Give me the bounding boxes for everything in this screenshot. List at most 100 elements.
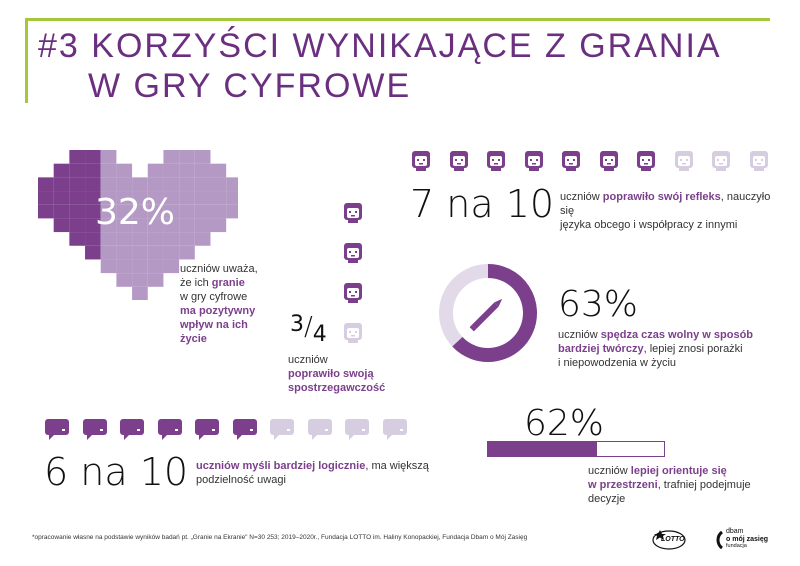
heart-pixel — [179, 150, 195, 164]
heart-pixel — [100, 177, 117, 192]
heart-pixel — [116, 273, 133, 287]
heart-pixel — [179, 218, 195, 233]
face-icon — [749, 151, 768, 171]
speech-bubble-icon — [307, 419, 332, 440]
face-icon — [344, 203, 362, 223]
heart-pixel — [210, 218, 227, 233]
heart-pixel — [69, 177, 86, 192]
heart-pixel — [100, 204, 117, 219]
lotto-logo: LOTTO — [652, 528, 686, 550]
heart-pixel — [179, 204, 195, 219]
heart-pixel — [163, 245, 180, 260]
heart-pixel — [147, 191, 164, 205]
speech-bubble-icon — [195, 419, 219, 440]
reflex-stat: 7 na 10 — [410, 182, 555, 226]
speech-bubble-icon — [157, 419, 182, 440]
heart-pixel — [132, 259, 148, 274]
heart-pixel — [163, 204, 180, 219]
heart-pixel — [163, 150, 180, 164]
heart-pixel — [194, 177, 211, 192]
face-icon — [344, 283, 362, 303]
heart-pixel — [116, 204, 133, 219]
face-icons-row — [410, 148, 770, 178]
heart-pixel — [116, 245, 133, 260]
heart-pixel — [194, 218, 211, 233]
heart-pixel — [69, 218, 86, 233]
heart-pixel — [116, 259, 133, 274]
heart-pixel — [179, 163, 195, 178]
heart-pixel — [194, 191, 211, 205]
heart-pixel — [100, 259, 117, 274]
donut-arc — [452, 264, 537, 362]
heart-pixel — [100, 245, 117, 260]
footnote: *opracowanie własne na podstawie wyników… — [32, 534, 528, 541]
creative-percent: 63% — [558, 284, 639, 325]
heart-pixel — [132, 177, 148, 192]
heart-pixel — [194, 232, 211, 246]
heart-pixel — [38, 177, 54, 192]
face-icon — [412, 151, 430, 171]
face-icon — [344, 323, 362, 343]
heart-pixel — [147, 204, 164, 219]
heart-pixel — [179, 177, 195, 192]
speech-bubble-icon — [232, 419, 257, 440]
heart-pixel — [226, 191, 238, 205]
speech-bubble-icon — [270, 419, 294, 440]
heart-pixel — [147, 232, 164, 246]
face-icons-column — [342, 200, 368, 350]
heart-pixel — [85, 150, 101, 164]
quarter-caption: uczniów poprawiło swoją spostrzegawczość — [288, 354, 386, 394]
face-icon — [449, 151, 468, 171]
speech-bubble-icons-row — [44, 418, 414, 444]
heart-pixel — [85, 232, 101, 246]
heart-pixel — [163, 163, 180, 178]
heart-pixel — [163, 218, 180, 233]
heart-pixel — [100, 163, 117, 178]
speech-bubble-icon — [82, 419, 107, 440]
speech-bubble-icon — [382, 419, 407, 440]
heart-pixel — [85, 218, 101, 233]
heart-pixel — [38, 204, 54, 219]
logic-stat: 6 na 10 — [44, 450, 189, 494]
heart-pixel — [226, 204, 238, 219]
heart-pixel — [226, 177, 238, 192]
heart-pixel — [194, 150, 211, 164]
heart-pixel — [100, 232, 117, 246]
heart-pixel — [147, 218, 164, 233]
heart-pixel — [116, 232, 133, 246]
heart-pixel — [210, 191, 227, 205]
heart-pixel — [69, 163, 86, 178]
heart-pixel — [69, 150, 86, 164]
logic-caption: uczniów myśli bardziej logicznie, ma wię… — [196, 460, 429, 486]
heart-pixel — [53, 218, 70, 233]
heart-pixel — [163, 232, 180, 246]
heart-pixel — [132, 232, 148, 246]
face-icon — [524, 151, 543, 171]
creative-donut-chart — [439, 264, 537, 362]
space-percent: 62% — [524, 403, 605, 444]
quarter-fraction: 3/4 — [290, 312, 327, 347]
heart-pixel — [116, 163, 133, 178]
heart-pixel — [132, 273, 148, 287]
heart-percent: 32% — [95, 192, 176, 233]
face-icon — [599, 151, 618, 171]
heart-pixel — [85, 204, 101, 219]
heart-pixel — [69, 204, 86, 219]
heart-pixel — [147, 163, 164, 178]
title-line-1: #3 KORZYŚCI WYNIKAJĄCE Z GRANIA — [38, 27, 722, 65]
face-icon — [562, 151, 580, 171]
heart-pixel — [116, 218, 133, 233]
heart-pixel — [53, 163, 70, 178]
space-progress-bar — [487, 441, 665, 457]
face-icon — [637, 151, 655, 171]
title-frame — [25, 18, 770, 103]
heart-pixel — [53, 204, 70, 219]
pencil-icon — [469, 298, 503, 332]
heart-pixel — [85, 191, 101, 205]
heart-pixel — [53, 191, 70, 205]
heart-pixel — [100, 191, 117, 205]
heart-pixel — [147, 273, 164, 287]
pixel-heart-icon — [38, 150, 238, 300]
heart-pixel — [179, 245, 195, 260]
heart-pixel — [210, 177, 227, 192]
